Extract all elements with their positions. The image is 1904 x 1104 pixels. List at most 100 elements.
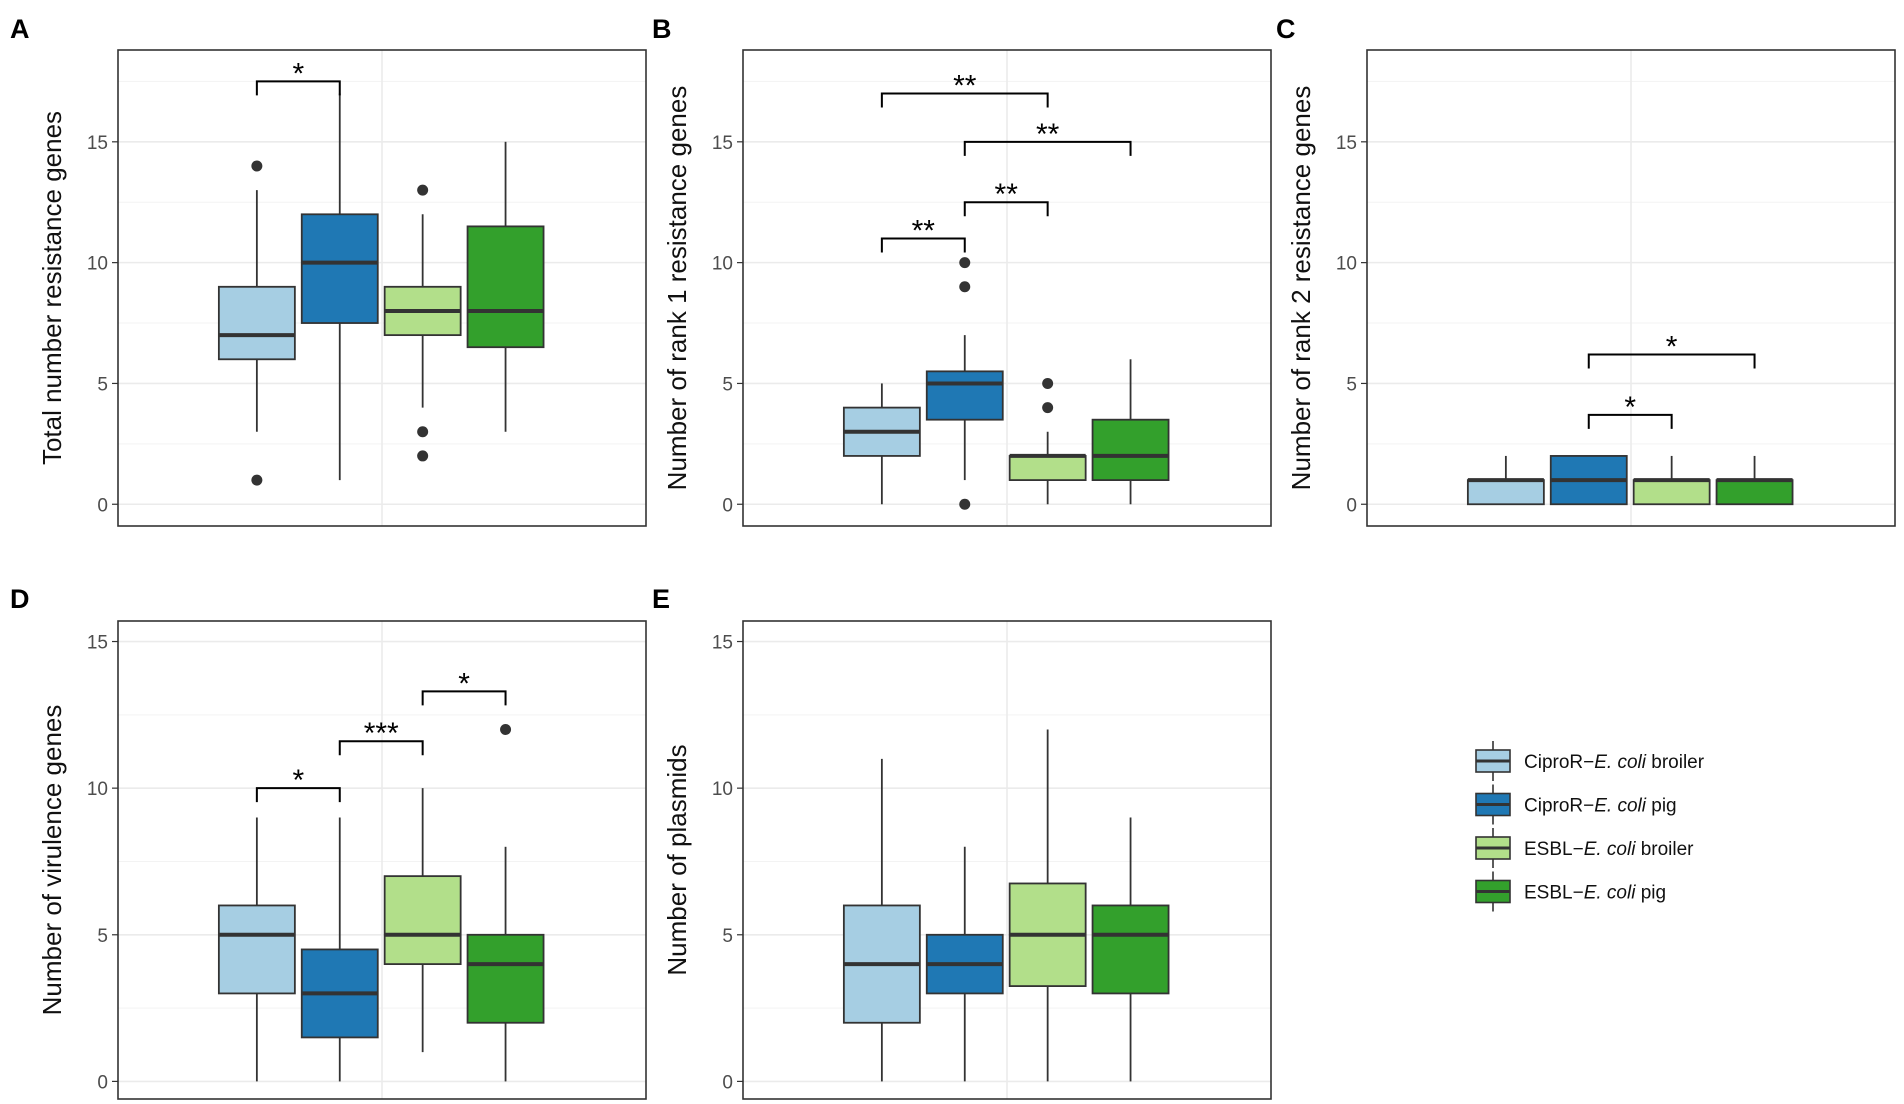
significance-label: * xyxy=(1624,391,1636,424)
legend-label: ESBL−E. coli pig xyxy=(1524,883,1666,904)
boxplot-3 xyxy=(1008,729,1087,1082)
box xyxy=(925,370,1004,421)
significance-bracket: * xyxy=(1587,391,1673,429)
outlier-point xyxy=(1042,377,1054,389)
panel-border xyxy=(117,49,647,527)
bracket-line xyxy=(1587,353,1756,369)
boxplot-1 xyxy=(217,160,296,486)
y-tick-label: 15 xyxy=(1336,133,1357,154)
boxplot-2 xyxy=(300,817,379,1082)
legend-label-prefix: CiproR− xyxy=(1524,752,1594,773)
y-tick-label: 0 xyxy=(97,495,108,516)
panel-e: E 0 5 10 15 Number of plasmids xyxy=(652,584,1272,1100)
significance-bracket: * xyxy=(255,764,341,803)
box xyxy=(1091,418,1170,481)
significance-label: ** xyxy=(1036,118,1060,151)
legend-label-suffix: broiler xyxy=(1646,752,1705,773)
significance-label: ** xyxy=(995,178,1019,211)
significance-label: * xyxy=(292,764,304,797)
y-tick-label: 15 xyxy=(87,133,108,154)
box xyxy=(383,875,462,966)
outlier-point xyxy=(959,498,971,510)
outlier-point xyxy=(417,426,429,438)
boxplot-3 xyxy=(1008,377,1087,505)
y-tick-label: 10 xyxy=(712,254,733,275)
legend-item: CiproR−E. coli pig xyxy=(1475,784,1677,825)
y-axis-label: Number of rank 2 resistance genes xyxy=(1286,86,1316,491)
legend-label: CiproR−E. coli pig xyxy=(1524,796,1677,817)
significance-label: * xyxy=(458,667,470,700)
significance-label: ** xyxy=(953,69,977,102)
y-tick-label: 5 xyxy=(97,926,108,947)
y-axis-label: Total number resistance genes xyxy=(37,111,67,465)
boxplot-4 xyxy=(1091,817,1170,1082)
legend-label-prefix: ESBL− xyxy=(1524,839,1584,860)
significance-bracket: * xyxy=(1587,330,1756,369)
outlier-point xyxy=(959,281,971,293)
significance-label: * xyxy=(292,57,304,90)
y-tick-label: 0 xyxy=(1346,495,1357,516)
panel-letter: B xyxy=(652,14,672,44)
bracket-line xyxy=(880,237,966,253)
y-tick-label: 15 xyxy=(87,633,108,654)
box xyxy=(466,933,545,1024)
panel-border xyxy=(117,620,647,1100)
box xyxy=(1632,479,1711,506)
legend-item: CiproR−E. coli broiler xyxy=(1475,741,1705,781)
outlier-point xyxy=(251,160,263,172)
boxplot-2 xyxy=(925,846,1004,1082)
legend-label-prefix: ESBL− xyxy=(1524,883,1584,904)
boxplot-3 xyxy=(383,184,462,462)
box xyxy=(1715,479,1794,506)
y-tick-label: 5 xyxy=(97,374,108,395)
panel-border xyxy=(742,49,1272,527)
panel-letter: A xyxy=(10,14,30,44)
boxplot-3 xyxy=(1632,455,1711,506)
y-tick-label: 10 xyxy=(87,254,108,275)
significance-bracket: ** xyxy=(880,69,1049,108)
boxplot-2 xyxy=(925,257,1004,510)
box xyxy=(1091,904,1170,995)
y-axis-label: Number of rank 1 resistance genes xyxy=(662,86,692,491)
y-tick-label: 10 xyxy=(712,779,733,800)
y-tick-label: 10 xyxy=(87,779,108,800)
box xyxy=(1466,479,1545,506)
legend-label-italic: E. coli xyxy=(1584,839,1637,860)
boxplot-3 xyxy=(383,788,462,1053)
significance-bracket: ** xyxy=(963,178,1049,217)
boxplot-4 xyxy=(466,141,545,432)
bracket-line xyxy=(255,80,341,96)
box xyxy=(217,904,296,995)
boxplot-2 xyxy=(300,93,379,481)
outlier-point xyxy=(251,474,263,486)
box xyxy=(1008,455,1087,481)
panel-letter: C xyxy=(1276,14,1296,44)
significance-bracket: ** xyxy=(963,118,1132,156)
legend-label-suffix: pig xyxy=(1646,796,1677,817)
bracket-line xyxy=(338,740,424,756)
significance-label: * xyxy=(1666,330,1678,363)
y-tick-label: 0 xyxy=(722,1072,733,1093)
y-axis-label: Number of virulence genes xyxy=(37,705,67,1016)
y-axis-label: Number of plasmids xyxy=(662,744,692,975)
panel-letter: E xyxy=(652,584,670,614)
outlier-point xyxy=(959,257,971,269)
panel-c: C 0 5 10 15 Number of rank 2 resistance genes… xyxy=(1276,14,1896,527)
significance-bracket: * xyxy=(255,57,341,96)
bracket-line xyxy=(1587,413,1673,429)
outlier-point xyxy=(417,450,429,462)
significance-bracket: *** xyxy=(338,717,424,756)
box xyxy=(466,225,545,349)
bracket-line xyxy=(421,690,507,706)
boxplot-1 xyxy=(1466,455,1545,506)
bracket-line xyxy=(963,140,1132,156)
y-tick-label: 0 xyxy=(722,495,733,516)
significance-bracket: ** xyxy=(880,214,966,253)
legend-label-suffix: pig xyxy=(1635,883,1666,904)
box xyxy=(300,213,379,324)
y-tick-label: 15 xyxy=(712,633,733,654)
boxplot-4 xyxy=(466,724,545,1082)
legend-label-prefix: CiproR− xyxy=(1524,796,1594,817)
